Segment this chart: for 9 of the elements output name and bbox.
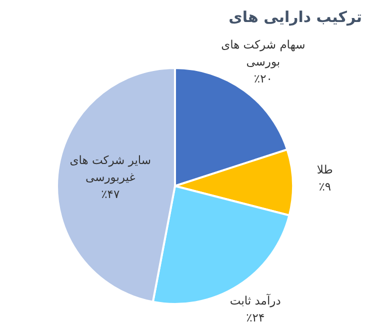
chart-title: ترکیب دارایی های [228,8,362,26]
data-label: ٪۴۷ [101,186,120,201]
data-label: ٪۲۰ [254,72,272,86]
data-label: ٪۲۴ [246,310,265,325]
data-label: ٪۹ [318,179,332,194]
slice-label: درآمد ثابت [230,294,281,308]
slice-label: سهام شرکت های بورسی [221,38,306,69]
slice-label: سایر شرکت های غیربورسی [70,152,152,184]
slice-label: طلا [316,162,333,176]
